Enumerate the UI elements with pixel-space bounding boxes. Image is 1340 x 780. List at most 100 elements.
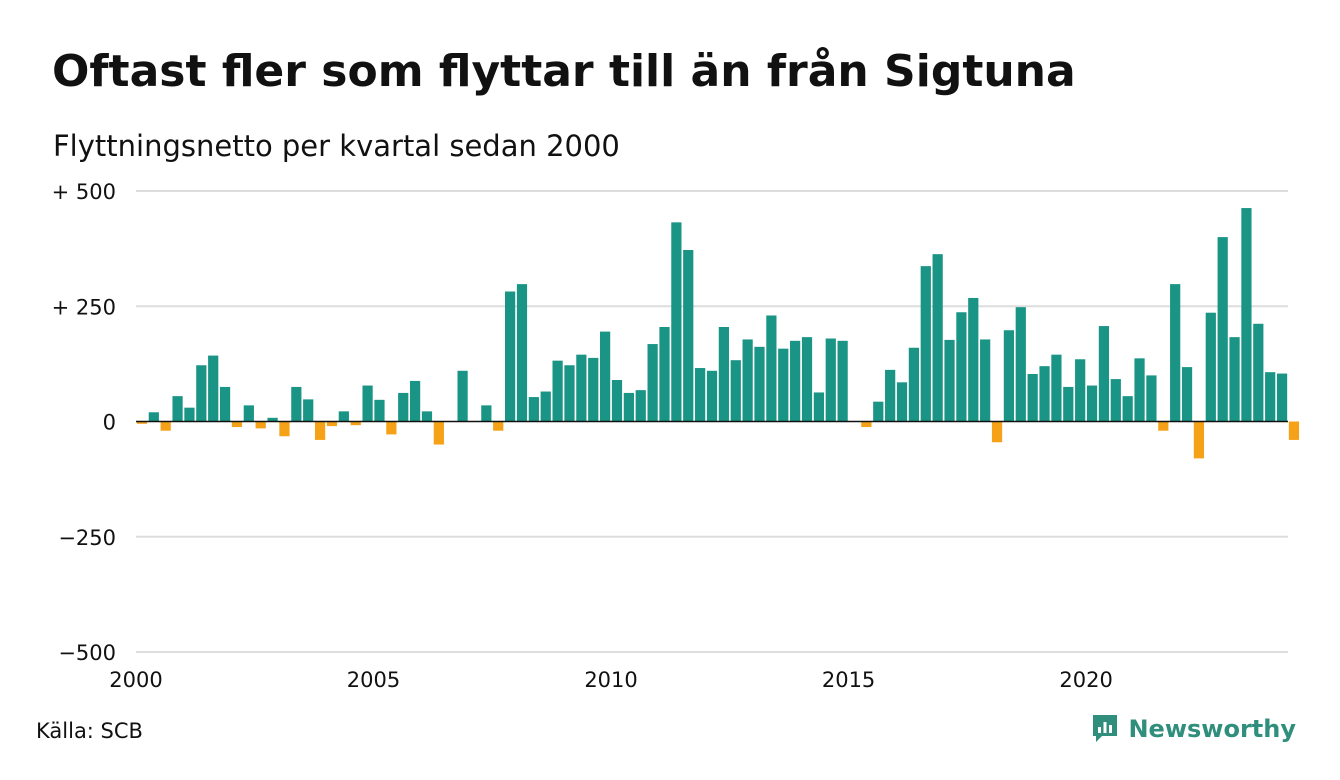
bar — [409, 380, 421, 422]
x-tick-label: 2000 — [109, 668, 162, 692]
bar — [980, 339, 991, 422]
bar — [1205, 312, 1216, 422]
bar — [338, 411, 349, 422]
bar — [314, 421, 326, 440]
bar — [528, 397, 539, 422]
bar — [790, 340, 801, 422]
bar — [671, 222, 682, 422]
bar — [825, 338, 836, 422]
bar — [695, 368, 706, 422]
bar — [1134, 358, 1145, 422]
bar — [1193, 421, 1205, 459]
bar — [801, 337, 813, 422]
bar — [1265, 372, 1276, 422]
grid-lines — [136, 190, 1288, 653]
bar — [1158, 421, 1169, 431]
bar — [564, 365, 575, 422]
bar — [885, 369, 896, 422]
bar — [635, 390, 646, 422]
bar — [398, 392, 409, 422]
bar — [504, 291, 516, 422]
bar — [1051, 354, 1062, 422]
bar — [386, 421, 397, 435]
bar — [920, 266, 931, 422]
bar — [172, 396, 183, 422]
y-tick-label: 0 — [103, 411, 116, 435]
brand-name: Newsworthy — [1128, 715, 1296, 743]
bar — [433, 421, 444, 445]
bar — [421, 411, 433, 422]
bar — [208, 355, 219, 422]
bar — [362, 385, 373, 422]
bar — [718, 326, 729, 422]
brand-logo: Newsworthy — [1090, 712, 1296, 746]
bar — [291, 386, 302, 422]
bar — [659, 326, 670, 422]
bar — [1086, 385, 1098, 422]
bar — [611, 380, 623, 422]
chart-title: Oftast fler som flyttar till än från Sig… — [52, 46, 1076, 97]
bar — [1146, 375, 1157, 422]
bar — [160, 421, 171, 431]
bar — [706, 370, 718, 422]
bar — [184, 407, 195, 422]
bar — [1039, 366, 1050, 422]
bar — [219, 386, 231, 422]
bar — [350, 421, 361, 426]
bar — [540, 391, 551, 422]
bar — [991, 421, 1003, 443]
bar — [279, 421, 290, 437]
x-axis-labels: 2000 2005 2010 2015 2020 — [109, 668, 1113, 692]
bar — [1003, 330, 1015, 422]
bar — [908, 347, 920, 422]
bar — [1063, 386, 1074, 422]
x-tick-label: 2010 — [584, 668, 637, 692]
bar — [255, 421, 266, 429]
bar — [623, 392, 634, 422]
bar — [588, 357, 599, 422]
bar — [516, 284, 528, 422]
bar — [968, 297, 979, 422]
bar — [1122, 396, 1133, 422]
chart-subtitle: Flyttningsnetto per kvartal sedan 2000 — [53, 129, 620, 163]
bar — [231, 421, 243, 428]
bar — [374, 399, 385, 422]
bar — [600, 331, 611, 422]
y-tick-label: + 500 — [52, 180, 116, 204]
bar — [873, 401, 884, 422]
bar — [1276, 373, 1288, 422]
bar — [742, 339, 753, 422]
bar — [1229, 337, 1240, 422]
bar — [576, 354, 587, 422]
x-tick-label: 2015 — [822, 668, 875, 692]
bar — [1217, 237, 1228, 422]
bar — [1241, 208, 1252, 422]
bar — [1075, 359, 1086, 422]
bar — [956, 312, 967, 422]
y-axis-labels: + 500 + 250 0 −250 −500 — [52, 180, 116, 665]
bar — [326, 421, 338, 427]
bar — [896, 382, 908, 422]
bar — [766, 315, 777, 422]
bar — [136, 421, 148, 424]
bar — [813, 392, 824, 422]
x-tick-label: 2020 — [1059, 668, 1112, 692]
bar — [493, 421, 504, 431]
bar — [1181, 367, 1193, 422]
bar — [303, 399, 314, 422]
bar — [944, 339, 955, 422]
bar — [730, 360, 741, 422]
y-tick-label: −500 — [58, 641, 116, 665]
bar — [481, 405, 492, 422]
y-tick-label: + 250 — [52, 295, 116, 319]
bar — [683, 250, 694, 422]
newsworthy-icon — [1093, 715, 1118, 742]
bar — [1288, 421, 1300, 440]
bar — [552, 360, 563, 422]
bars — [136, 208, 1300, 459]
bar — [148, 412, 159, 422]
bar — [1253, 323, 1264, 422]
bar — [267, 417, 278, 422]
bar — [1015, 307, 1026, 422]
